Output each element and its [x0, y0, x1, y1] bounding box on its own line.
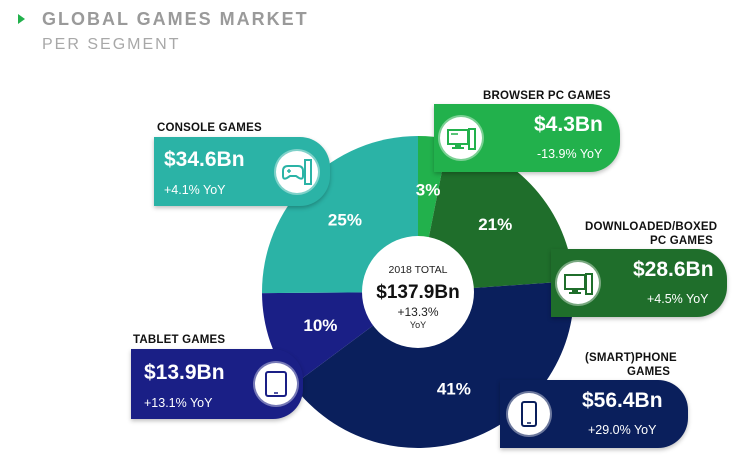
center-hole	[362, 236, 474, 348]
downloaded-pc-pct-label: 21%	[478, 215, 512, 234]
console-games-yoy: +4.1% YoY	[164, 183, 226, 197]
center-yoy-unit: YoY	[410, 320, 426, 330]
chart-subtitle: PER SEGMENT	[42, 36, 181, 53]
browser-pc-games-card: $4.3Bn -13.9% YoY	[434, 104, 620, 172]
tablet-games-card: $13.9Bn +13.1% YoY	[131, 349, 303, 419]
browser-pc-games-value: $4.3Bn	[534, 113, 603, 136]
smartphone-games-value: $56.4Bn	[582, 389, 663, 412]
console-icon	[276, 151, 318, 193]
downloaded-pc-games-value: $28.6Bn	[633, 258, 714, 281]
title-arrow-icon	[18, 14, 25, 24]
tablet-games-value: $13.9Bn	[144, 361, 225, 384]
downloaded-pc-games-title-line2: PC GAMES	[650, 235, 713, 247]
smartphone-pct-label: 41%	[437, 380, 471, 399]
smartphone-games-title: (SMART)PHONE	[585, 352, 677, 364]
console-pct-label: 25%	[328, 210, 362, 229]
downloaded-pc-games-card: $28.6Bn +4.5% YoY	[551, 249, 727, 317]
smartphone-games-title-line2: GAMES	[627, 366, 671, 378]
center-label: 2018 TOTAL	[389, 264, 448, 276]
tablet-icon	[255, 363, 297, 405]
downloaded-pc-games-yoy: +4.5% YoY	[647, 292, 709, 306]
tablet-games-yoy: +13.1% YoY	[144, 396, 213, 410]
browser-pc-pct-label: 3%	[416, 181, 441, 200]
browser-pc-games-yoy: -13.9% YoY	[537, 147, 603, 161]
center-yoy: +13.3%	[397, 305, 438, 319]
desktop-pc-icon	[440, 117, 482, 159]
tablet-games-title: TABLET GAMES	[133, 334, 226, 346]
smartphone-icon	[508, 393, 550, 435]
browser-pc-games-title: BROWSER PC GAMES	[483, 90, 611, 102]
console-games-title: CONSOLE GAMES	[157, 122, 262, 134]
smartphone-games-card: $56.4Bn +29.0% YoY	[500, 380, 688, 448]
downloaded-pc-games-title: DOWNLOADED/BOXED	[585, 221, 718, 233]
console-games-value: $34.6Bn	[164, 148, 245, 171]
smartphone-games-yoy: +29.0% YoY	[588, 423, 657, 437]
desktop-pc-icon	[557, 262, 599, 304]
tablet-pct-label: 10%	[303, 316, 337, 335]
center-total: $137.9Bn	[376, 282, 459, 303]
chart-title: GLOBAL GAMES MARKET	[42, 9, 309, 29]
console-games-card: $34.6Bn +4.1% YoY	[154, 137, 330, 206]
